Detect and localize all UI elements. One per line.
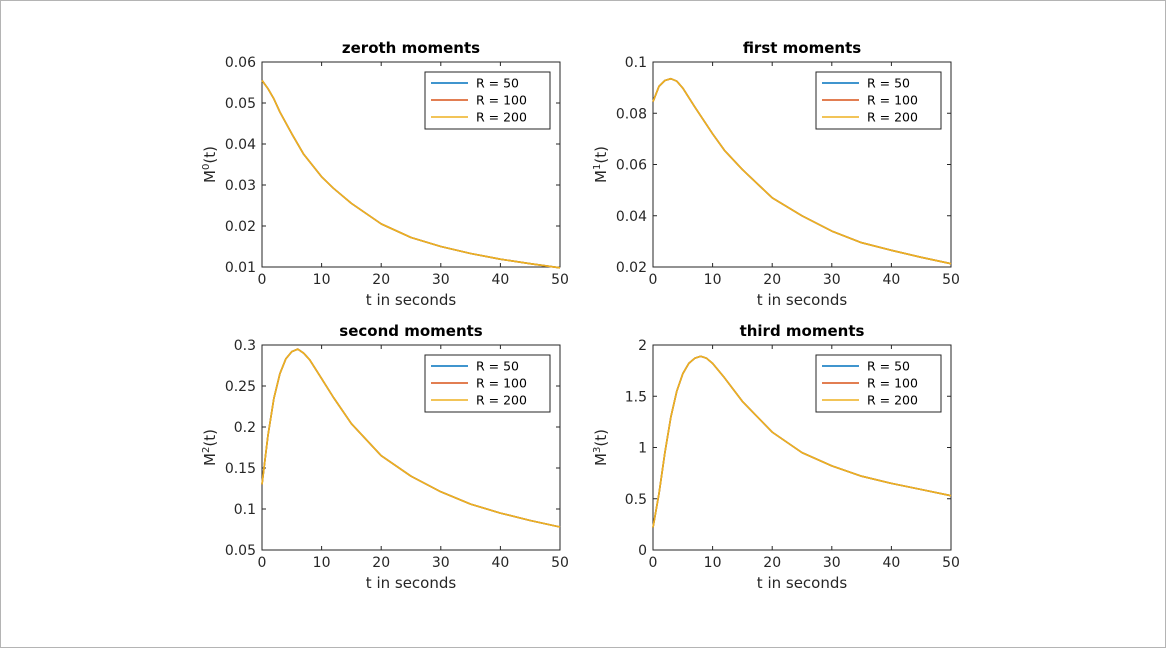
y-tick-label: 0.01 [225,260,256,276]
x-tick-label: 50 [551,555,569,571]
legend-entry: R = 50 [867,359,910,374]
x-axis-label: t in seconds [757,574,848,592]
x-tick-label: 0 [649,272,658,288]
x-tick-label: 50 [942,555,960,571]
y-axis-label: M1(t) [592,146,610,183]
y-tick-label: 2 [638,338,647,354]
y-axis-label: M2(t) [201,429,219,466]
x-tick-label: 20 [763,272,781,288]
legend-entry: R = 100 [476,376,527,391]
x-tick-label: 40 [491,555,509,571]
y-axis-label: M0(t) [201,146,219,183]
legend-entry: R = 100 [476,93,527,108]
x-tick-label: 10 [704,555,722,571]
subplot-4: 0 10 20 30 40 50 0 0.5 1 1.5 2 third moments t in se… [592,322,960,592]
subplot-1: 0 10 20 30 40 50 0.01 0.02 0.03 0.04 0.05 0.06 zerot… [201,39,569,309]
x-axis-label: t in seconds [366,291,457,309]
subplot-3: 0 10 20 30 40 50 0.05 0.1 0.15 0.2 0.25 0.3 second m… [201,322,569,592]
y-tick-label: 0.06 [616,158,647,174]
series-line-3 [652,355,952,528]
y-tick-label: 0.3 [234,338,256,354]
x-tick-label: 10 [313,555,331,571]
y-tick-label: 0.05 [225,96,256,112]
series-line-3 [652,77,952,265]
x-tick-label: 30 [432,555,450,571]
legend-entry: R = 50 [476,359,519,374]
y-tick-label: 0.06 [225,55,256,71]
subplot-title: zeroth moments [342,39,480,57]
x-tick-label: 20 [372,555,390,571]
legend-entry: R = 200 [476,110,527,125]
x-tick-label: 50 [942,272,960,288]
y-tick-label: 0.08 [616,106,647,122]
legend-entry: R = 200 [867,393,918,408]
series-line-3 [261,79,561,269]
y-tick-label: 0.02 [616,260,647,276]
subplot-title: first moments [743,39,861,57]
legend-entry: R = 200 [867,110,918,125]
x-tick-label: 0 [258,272,267,288]
x-axis-label: t in seconds [757,291,848,309]
x-tick-label: 10 [313,272,331,288]
legend-entry: R = 50 [867,76,910,91]
x-tick-label: 30 [823,272,841,288]
y-tick-label: 1.5 [625,389,647,405]
legend: R = 50 R = 100 R = 200 [815,354,942,413]
y-tick-label: 0.1 [234,502,256,518]
x-tick-label: 40 [882,272,900,288]
x-tick-label: 0 [258,555,267,571]
legend-entry: R = 100 [867,376,918,391]
subplot-2: 0 10 20 30 40 50 0.02 0.04 0.06 0.08 0.1 first mome… [592,39,960,309]
y-tick-label: 0 [638,543,647,559]
y-tick-label: 1 [638,441,647,457]
y-axis-label: M3(t) [592,429,610,466]
x-tick-label: 40 [491,272,509,288]
series-line-3 [261,348,561,528]
y-tick-label: 0.2 [234,420,256,436]
legend-entry: R = 200 [476,393,527,408]
subplot-title: second moments [339,322,483,340]
legend: R = 50 R = 100 R = 200 [424,71,551,130]
legend: R = 50 R = 100 R = 200 [815,71,942,130]
y-tick-label: 0.02 [225,219,256,235]
legend-entry: R = 50 [476,76,519,91]
y-tick-label: 0.04 [225,137,256,153]
x-tick-label: 50 [551,272,569,288]
y-tick-label: 0.1 [625,55,647,71]
x-tick-label: 30 [823,555,841,571]
y-tick-label: 0.05 [225,543,256,559]
subplot-title: third moments [740,322,865,340]
x-tick-label: 40 [882,555,900,571]
y-tick-label: 0.04 [616,209,647,225]
legend: R = 50 R = 100 R = 200 [424,354,551,413]
y-tick-label: 0.25 [225,379,256,395]
y-tick-label: 0.15 [225,461,256,477]
x-tick-label: 30 [432,272,450,288]
y-tick-label: 0.03 [225,178,256,194]
x-tick-label: 10 [704,272,722,288]
legend-entry: R = 100 [867,93,918,108]
x-tick-label: 20 [372,272,390,288]
x-tick-label: 20 [763,555,781,571]
y-tick-label: 0.5 [625,492,647,508]
x-axis-label: t in seconds [366,574,457,592]
x-tick-label: 0 [649,555,658,571]
